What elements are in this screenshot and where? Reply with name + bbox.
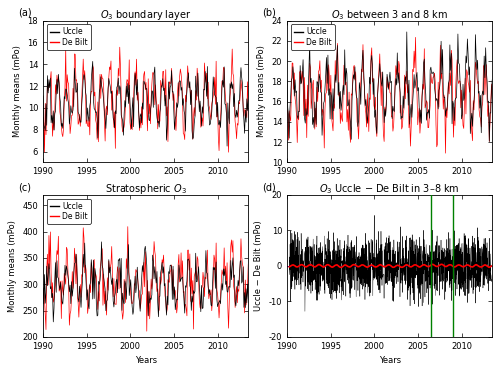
Legend: Uccle, De Bilt: Uccle, De Bilt <box>47 199 91 224</box>
Text: (a): (a) <box>18 8 32 18</box>
Legend: Uccle, De Bilt: Uccle, De Bilt <box>47 24 91 50</box>
Y-axis label: Uccle − De Bilt (mPo): Uccle − De Bilt (mPo) <box>254 220 263 311</box>
Y-axis label: Monthly means (mPo): Monthly means (mPo) <box>257 46 266 137</box>
Y-axis label: Monthly means (mPo): Monthly means (mPo) <box>13 46 22 137</box>
Title: $O_3$ between 3 and 8 km: $O_3$ between 3 and 8 km <box>331 8 448 22</box>
Y-axis label: Monthly means (mPo): Monthly means (mPo) <box>8 220 17 312</box>
Text: (d): (d) <box>262 182 276 192</box>
Title: $O_3$ Uccle − De Bilt in 3–8 km: $O_3$ Uccle − De Bilt in 3–8 km <box>320 182 460 196</box>
Title: $O_3$ boundary layer: $O_3$ boundary layer <box>100 8 192 22</box>
Text: (b): (b) <box>262 8 276 18</box>
X-axis label: Years: Years <box>378 356 400 365</box>
Legend: Uccle, De Bilt: Uccle, De Bilt <box>291 24 335 50</box>
Text: (c): (c) <box>18 182 32 192</box>
X-axis label: Years: Years <box>134 356 156 365</box>
Title: Stratospheric $O_3$: Stratospheric $O_3$ <box>104 182 186 196</box>
